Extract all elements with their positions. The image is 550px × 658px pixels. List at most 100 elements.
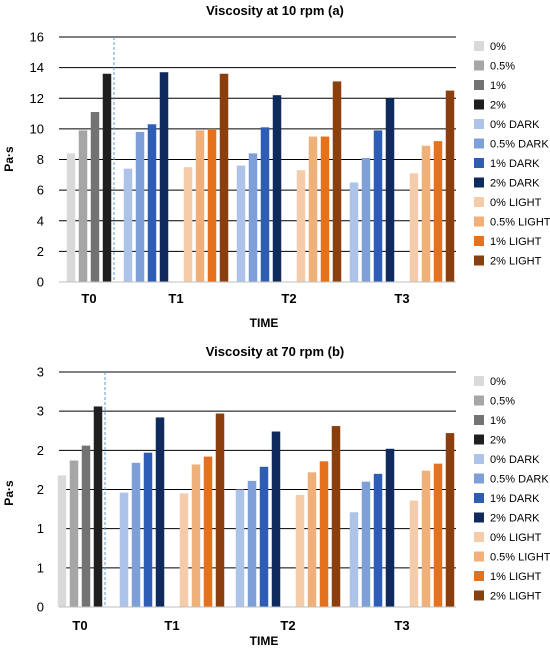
chart-a-legend-swatch — [474, 138, 484, 149]
chart-b-legend-label: 2% — [490, 435, 506, 447]
chart-a-legend-label: 2% LIGHT — [490, 256, 542, 268]
chart-b-bar-t2-0-5-light — [307, 472, 317, 607]
chart-a-bar-t1-1-light — [207, 128, 217, 282]
chart-b-y-tick-label: 1 — [37, 560, 44, 575]
chart-b-legend-swatch — [474, 590, 484, 601]
chart-a-bar-t2-0-5-dark — [248, 153, 258, 282]
chart-b-y-tick-label: 0 — [37, 600, 44, 615]
chart-b-bar-t2-2-light — [331, 426, 341, 607]
chart-b-legend-swatch — [474, 395, 484, 406]
chart-a-bar-t3-0-light — [409, 173, 419, 282]
chart-b-x-tick-label: T3 — [394, 618, 409, 633]
chart-b-bar-t3-0-5-dark — [361, 481, 371, 607]
chart-b-bar-t3-2-light — [445, 433, 455, 607]
chart-b-bar-t1-0-5-light — [191, 464, 201, 607]
chart-a-bar-t1-2-light — [219, 73, 229, 282]
chart-a-bar-t1-1-dark — [147, 124, 157, 282]
chart-a-y-tick-label: 8 — [37, 152, 44, 167]
chart-b-bar-t2-2-dark — [271, 431, 281, 607]
chart-b-bar-t0-0-5- — [69, 460, 79, 607]
chart-b-bar-t1-1-light — [203, 456, 213, 607]
chart-a-y-tick-label: 6 — [37, 183, 44, 198]
chart-a-title: Viscosity at 10 rpm (a) — [206, 3, 344, 18]
chart-a-legend-swatch — [474, 197, 484, 207]
chart-a-bar-t1-0-light — [183, 167, 193, 282]
chart-a-bar-t2-0-light — [296, 170, 306, 282]
chart-a-bar-t0-0- — [66, 153, 76, 282]
chart-b-legend-swatch — [474, 434, 484, 445]
chart-b-bar-t1-0-light — [179, 493, 189, 607]
chart-a-legend-label: 0% DARK — [490, 119, 540, 131]
chart-a-bar-t2-2-light — [332, 81, 342, 282]
chart-a-bar-t2-1-light — [320, 136, 330, 282]
chart-b-bar-t0-1- — [81, 445, 91, 607]
chart-b-bar-t1-2-light — [215, 413, 225, 607]
chart-a-y-tick-label: 0 — [37, 275, 44, 290]
chart-a-legend-swatch — [474, 60, 484, 71]
chart-a-bar-t2-2-dark — [272, 95, 282, 282]
chart-b-bar-t3-1-dark — [373, 473, 383, 607]
chart-a-x-tick-label: T0 — [81, 291, 96, 306]
chart-a-bar-t0-2- — [102, 73, 112, 282]
chart-a-legend-label: 0.5% LIGHT — [490, 217, 550, 229]
chart-b-legend-label: 2% DARK — [490, 513, 540, 525]
chart-a-bar-t3-0-5-dark — [361, 157, 371, 282]
chart-b-legend-swatch — [474, 571, 484, 581]
chart-b-legend-label: 1% DARK — [490, 493, 540, 505]
chart-b-legend-swatch — [474, 376, 484, 386]
chart-b-bar-t0-0- — [57, 475, 67, 607]
chart-b-y-tick-label: 3 — [37, 365, 44, 380]
chart-a-y-tick-label: 12 — [30, 91, 44, 106]
chart-b-bar-t3-0-dark — [349, 512, 359, 607]
chart-a-y-tick-label: 10 — [30, 121, 44, 136]
chart-b-legend-swatch — [474, 415, 484, 425]
chart-b-legend-swatch — [474, 532, 484, 542]
chart-a-bar-t3-1-light — [433, 141, 443, 282]
chart-a-bar-t3-0-5-light — [421, 145, 431, 282]
chart-b-bar-t3-2-dark — [385, 448, 395, 607]
chart-a-legend-swatch — [474, 158, 484, 168]
chart-b-bar-t2-1-light — [319, 461, 329, 607]
chart-b: Viscosity at 70 rpm (b) 0 1 1 2 2 3 3 T0 T1 T2 T3 TI… — [2, 344, 550, 648]
chart-a-legend-swatch — [474, 80, 484, 90]
chart-a-legend-swatch — [474, 99, 484, 110]
chart-b-bar-t1-1-dark — [143, 452, 153, 607]
chart-b-x-axis-title: TIME — [250, 634, 279, 648]
chart-a-y-tick-label: 16 — [30, 30, 44, 45]
chart-b-legend-label: 0.5% — [490, 396, 515, 408]
chart-b-legend-label: 0% — [490, 376, 506, 388]
chart-a-bar-t1-0-5-dark — [135, 131, 145, 282]
chart-b-bar-t3-0-light — [409, 500, 419, 607]
chart-a-legend-swatch — [474, 119, 484, 129]
chart-a-bar-t2-1-dark — [260, 127, 270, 282]
chart-b-title: Viscosity at 70 rpm (b) — [206, 344, 344, 359]
chart-a-bar-t0-0-5- — [78, 130, 88, 282]
chart-b-legend-swatch — [474, 512, 484, 523]
chart-b-x-tick-label: T2 — [280, 618, 295, 633]
chart-b-legend-label: 0.5% LIGHT — [490, 552, 550, 564]
chart-b-bar-t0-2- — [93, 406, 103, 607]
chart-a-y-axis-title: Pa·s — [2, 146, 16, 172]
chart-b-legend-label: 1% LIGHT — [490, 571, 542, 583]
chart-b-legend-swatch — [474, 551, 484, 562]
chart-a-legend-swatch — [474, 216, 484, 227]
chart-a-y-tick-label: 14 — [30, 60, 44, 75]
chart-a-bar-t3-0-dark — [349, 182, 359, 282]
chart-a-legend-label: 1% LIGHT — [490, 236, 542, 248]
chart-a-bar-t3-1-dark — [373, 130, 383, 282]
chart-b-legend-label: 1% — [490, 415, 506, 427]
chart-a-bar-t2-0-5-light — [308, 136, 318, 282]
chart-a-bar-t1-0-dark — [123, 168, 133, 282]
chart-b-y-tick-label: 1 — [37, 521, 44, 536]
chart-b-x-tick-label: T0 — [72, 618, 87, 633]
chart-b-legend-label: 0.5% DARK — [490, 474, 549, 486]
chart-b-y-tick-label: 2 — [37, 482, 44, 497]
chart-b-legend-swatch — [474, 473, 484, 484]
chart-b-y-tick-label: 3 — [37, 404, 44, 419]
chart-b-legend-swatch — [474, 493, 484, 503]
chart-a-legend-swatch — [474, 236, 484, 246]
chart-b-bar-t3-0-5-light — [421, 470, 431, 607]
chart-b-bar-t2-0-light — [295, 494, 305, 607]
